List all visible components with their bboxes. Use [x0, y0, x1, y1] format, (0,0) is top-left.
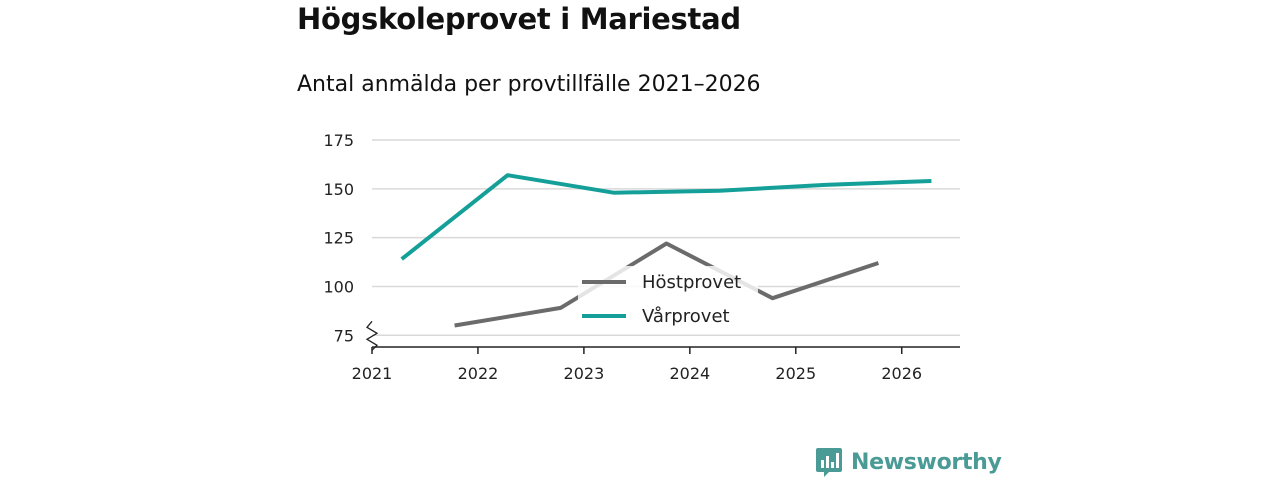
axis-break-icon [365, 320, 379, 351]
x-tick-label-2023: 2023 [564, 364, 605, 383]
x-tick-label-2024: 2024 [669, 364, 710, 383]
legend-box [578, 266, 758, 334]
x-tick-label-2021: 2021 [352, 364, 393, 383]
y-tick-label-100: 100 [323, 277, 354, 296]
legend-label-hostprovet: Höstprovet [642, 272, 741, 293]
series-line-hostprovet [454, 241, 880, 328]
newsworthy-logo: Newsworthy [815, 446, 1002, 478]
newsworthy-logo-icon [816, 448, 842, 477]
series-line-varprovet [400, 173, 932, 261]
y-tick-label-125: 125 [323, 229, 354, 248]
y-tick-label-175: 175 [323, 131, 354, 150]
logo-text: Newsworthy [851, 449, 1002, 475]
x-tick-label-2022: 2022 [458, 364, 499, 383]
chart-title: Högskoleprovet i Mariestad [297, 2, 741, 36]
chart-subtitle: Antal anmälda per provtillfälle 2021–202… [297, 72, 761, 97]
x-tick-label-2025: 2025 [775, 364, 816, 383]
y-tick-label-150: 150 [323, 180, 354, 199]
legend-label-varprovet: Vårprovet [642, 306, 730, 327]
y-tick-label-75: 75 [334, 326, 354, 345]
x-tick-label-2026: 2026 [881, 364, 922, 383]
